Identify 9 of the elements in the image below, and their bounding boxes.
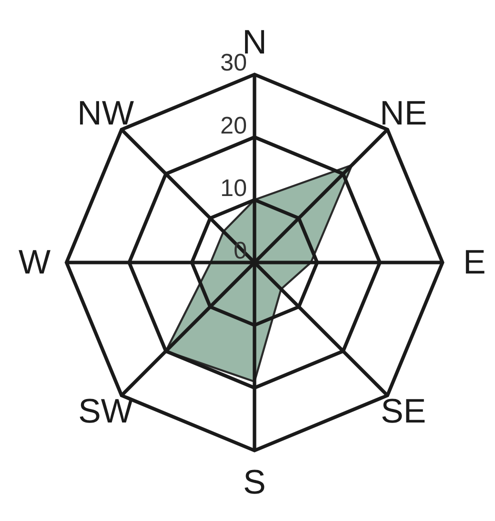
y-tick-label: 10 xyxy=(220,175,247,202)
spoke-label: SE xyxy=(380,392,426,430)
spoke-label: E xyxy=(463,244,486,282)
spoke-label: NW xyxy=(77,94,134,133)
spoke-label: S xyxy=(243,463,266,502)
y-tick-label: 20 xyxy=(220,112,247,140)
spoke-label: NE xyxy=(380,94,428,133)
spoke-label: W xyxy=(18,244,51,282)
spoke-label: SW xyxy=(78,392,134,430)
